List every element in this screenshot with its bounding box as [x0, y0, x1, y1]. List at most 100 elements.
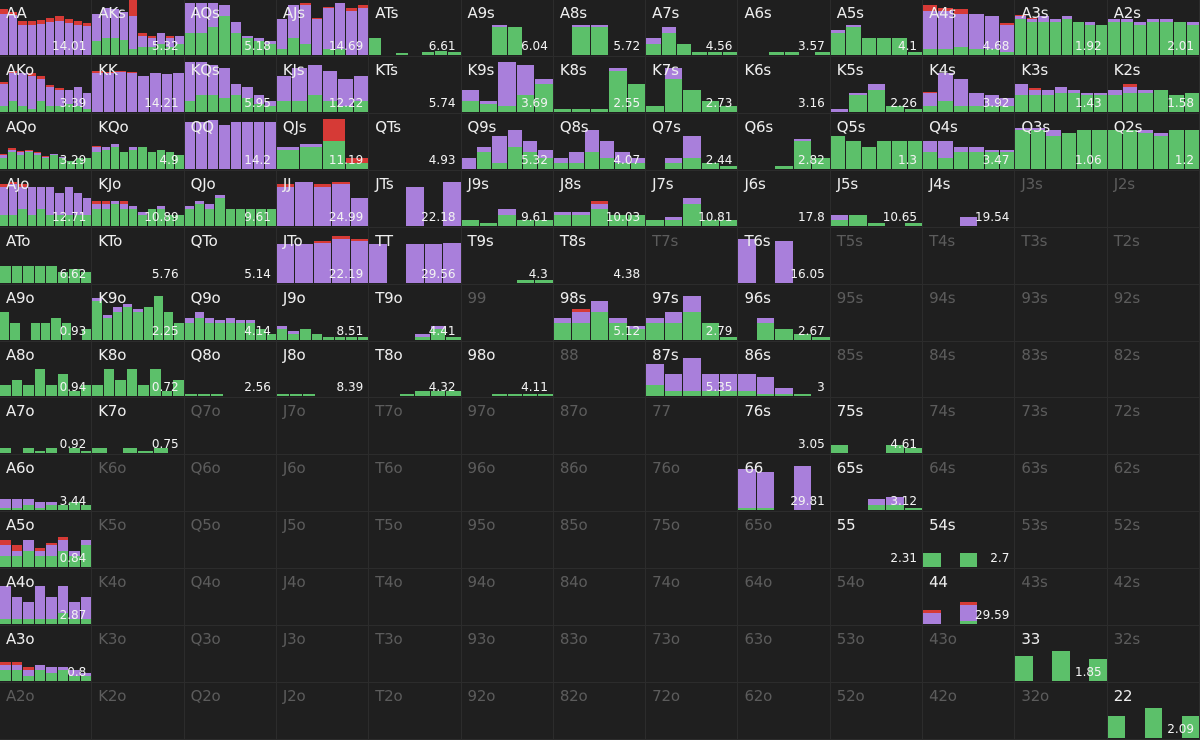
hand-cell-K8o[interactable]: K8o 0.72 — [92, 341, 185, 399]
hand-cell-A4s[interactable]: A4s 4.68 — [923, 0, 1016, 57]
hand-cell-ATs[interactable]: ATs 6.61 — [369, 0, 462, 57]
hand-cell-97o[interactable]: 97o — [461, 398, 554, 456]
hand-cell-52o[interactable]: 52o — [830, 683, 924, 740]
hand-cell-A3s[interactable]: A3s 1.92 — [1015, 0, 1108, 57]
hand-cell-T4o[interactable]: T4o — [369, 569, 462, 627]
hand-cell-J2s[interactable]: J2s — [1107, 170, 1200, 228]
hand-cell-J4o[interactable]: J4o — [276, 569, 370, 627]
hand-cell-83s[interactable]: 83s — [1015, 341, 1108, 399]
hand-cell-QTs[interactable]: QTs 4.93 — [369, 113, 462, 171]
hand-cell-J7s[interactable]: J7s 10.81 — [646, 170, 739, 228]
hand-cell-K3o[interactable]: K3o — [92, 626, 185, 684]
hand-cell-65o[interactable]: 65o — [738, 512, 831, 570]
hand-cell-K6o[interactable]: K6o — [92, 455, 185, 513]
hand-cell-AQo[interactable]: AQo 3.29 — [0, 113, 93, 171]
hand-cell-T3o[interactable]: T3o — [369, 626, 462, 684]
hand-cell-A7o[interactable]: A7o 0.92 — [0, 398, 93, 456]
hand-cell-T9o[interactable]: T9o 4.41 — [369, 284, 462, 342]
hand-cell-J3s[interactable]: J3s — [1015, 170, 1108, 228]
hand-cell-97s[interactable]: 97s 2.79 — [646, 284, 739, 342]
hand-cell-AQs[interactable]: AQs 5.18 — [184, 0, 277, 57]
hand-cell-K9o[interactable]: K9o 2.25 — [92, 284, 185, 342]
hand-cell-KK[interactable]: KK 14.21 — [92, 56, 185, 114]
hand-cell-AKs[interactable]: AKs 5.32 — [92, 0, 185, 57]
hand-cell-52s[interactable]: 52s — [1107, 512, 1200, 570]
hand-cell-KJo[interactable]: KJo 10.89 — [92, 170, 185, 228]
hand-cell-42o[interactable]: 42o — [923, 683, 1016, 740]
hand-cell-42s[interactable]: 42s — [1107, 569, 1200, 627]
hand-cell-Q8o[interactable]: Q8o 2.56 — [184, 341, 277, 399]
hand-cell-T6s[interactable]: T6s 16.05 — [738, 227, 831, 285]
hand-cell-K2o[interactable]: K2o — [92, 683, 185, 740]
hand-cell-84o[interactable]: 84o — [553, 569, 647, 627]
hand-cell-Q3s[interactable]: Q3s 1.06 — [1015, 113, 1108, 171]
hand-cell-95s[interactable]: 95s — [830, 284, 924, 342]
hand-cell-Q4o[interactable]: Q4o — [184, 569, 277, 627]
hand-cell-K4o[interactable]: K4o — [92, 569, 185, 627]
hand-cell-73o[interactable]: 73o — [646, 626, 739, 684]
hand-cell-75o[interactable]: 75o — [646, 512, 739, 570]
hand-cell-64o[interactable]: 64o — [738, 569, 831, 627]
hand-cell-54s[interactable]: 54s 2.7 — [923, 512, 1016, 570]
hand-cell-92o[interactable]: 92o — [461, 683, 554, 740]
hand-cell-QJs[interactable]: QJs 11.19 — [276, 113, 370, 171]
hand-cell-J5o[interactable]: J5o — [276, 512, 370, 570]
hand-cell-A8o[interactable]: A8o 0.94 — [0, 341, 93, 399]
hand-cell-53o[interactable]: 53o — [830, 626, 924, 684]
hand-cell-32o[interactable]: 32o — [1015, 683, 1108, 740]
hand-cell-K8s[interactable]: K8s 2.55 — [553, 56, 647, 114]
hand-cell-63o[interactable]: 63o — [738, 626, 831, 684]
hand-cell-T2o[interactable]: T2o — [369, 683, 462, 740]
hand-cell-K2s[interactable]: K2s 1.58 — [1107, 56, 1200, 114]
hand-cell-92s[interactable]: 92s — [1107, 284, 1200, 342]
hand-cell-A8s[interactable]: A8s 5.72 — [553, 0, 647, 57]
hand-cell-J3o[interactable]: J3o — [276, 626, 370, 684]
hand-cell-93o[interactable]: 93o — [461, 626, 554, 684]
hand-cell-A3o[interactable]: A3o 0.8 — [0, 626, 93, 684]
hand-cell-A7s[interactable]: A7s 4.56 — [646, 0, 739, 57]
hand-cell-JTo[interactable]: JTo 22.19 — [276, 227, 370, 285]
hand-cell-KTs[interactable]: KTs 5.74 — [369, 56, 462, 114]
hand-cell-Q2s[interactable]: Q2s 1.2 — [1107, 113, 1200, 171]
hand-cell-86o[interactable]: 86o — [553, 455, 647, 513]
hand-cell-QTo[interactable]: QTo 5.14 — [184, 227, 277, 285]
hand-cell-96s[interactable]: 96s 2.67 — [738, 284, 831, 342]
hand-cell-74o[interactable]: 74o — [646, 569, 739, 627]
hand-cell-AJo[interactable]: AJo 12.71 — [0, 170, 93, 228]
hand-cell-K5s[interactable]: K5s 2.26 — [830, 56, 924, 114]
hand-cell-88[interactable]: 88 — [553, 341, 647, 399]
hand-cell-54o[interactable]: 54o — [830, 569, 924, 627]
hand-cell-T4s[interactable]: T4s — [923, 227, 1016, 285]
hand-cell-T8s[interactable]: T8s 4.38 — [553, 227, 647, 285]
hand-cell-94o[interactable]: 94o — [461, 569, 554, 627]
hand-cell-T7o[interactable]: T7o — [369, 398, 462, 456]
hand-cell-K4s[interactable]: K4s 3.92 — [923, 56, 1016, 114]
hand-cell-76o[interactable]: 76o — [646, 455, 739, 513]
hand-cell-95o[interactable]: 95o — [461, 512, 554, 570]
hand-cell-85o[interactable]: 85o — [553, 512, 647, 570]
hand-cell-Q5s[interactable]: Q5s 1.3 — [830, 113, 924, 171]
hand-cell-KTo[interactable]: KTo 5.76 — [92, 227, 185, 285]
hand-cell-J7o[interactable]: J7o — [276, 398, 370, 456]
hand-cell-QQ[interactable]: QQ 14.2 — [184, 113, 277, 171]
hand-cell-22[interactable]: 22 2.09 — [1107, 683, 1200, 740]
hand-cell-94s[interactable]: 94s — [923, 284, 1016, 342]
hand-cell-KQo[interactable]: KQo 4.9 — [92, 113, 185, 171]
hand-cell-K5o[interactable]: K5o — [92, 512, 185, 570]
hand-cell-86s[interactable]: 86s 3 — [738, 341, 831, 399]
hand-cell-J9o[interactable]: J9o 8.51 — [276, 284, 370, 342]
hand-cell-98s[interactable]: 98s 5.12 — [553, 284, 647, 342]
hand-cell-KQs[interactable]: KQs 5.95 — [184, 56, 277, 114]
hand-cell-A6s[interactable]: A6s 3.57 — [738, 0, 831, 57]
hand-cell-J9s[interactable]: J9s 9.61 — [461, 170, 554, 228]
hand-cell-A2s[interactable]: A2s 2.01 — [1107, 0, 1200, 57]
hand-cell-T8o[interactable]: T8o 4.32 — [369, 341, 462, 399]
hand-cell-JJ[interactable]: JJ 24.99 — [276, 170, 370, 228]
hand-cell-66[interactable]: 66 29.81 — [738, 455, 831, 513]
hand-cell-ATo[interactable]: ATo 6.62 — [0, 227, 93, 285]
hand-cell-K3s[interactable]: K3s 1.43 — [1015, 56, 1108, 114]
hand-cell-Q7s[interactable]: Q7s 2.44 — [646, 113, 739, 171]
hand-cell-73s[interactable]: 73s — [1015, 398, 1108, 456]
hand-cell-82s[interactable]: 82s — [1107, 341, 1200, 399]
hand-cell-A5o[interactable]: A5o 0.84 — [0, 512, 93, 570]
